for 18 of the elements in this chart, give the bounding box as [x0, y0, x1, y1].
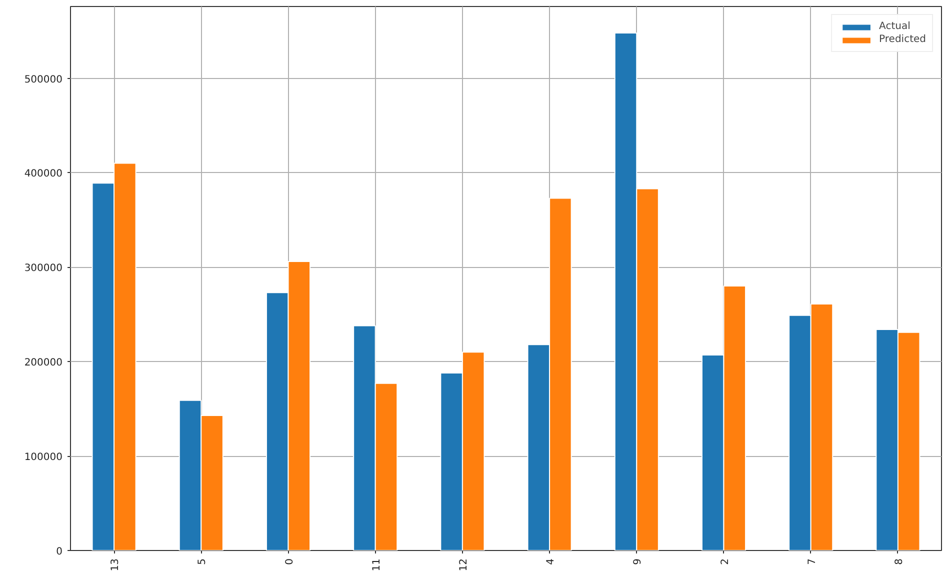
- y-tick-label: 400000: [24, 168, 63, 180]
- x-tick-label: 4: [546, 558, 557, 565]
- x-tick-label: 7: [806, 558, 818, 565]
- y-tick-label: 500000: [24, 74, 63, 86]
- y-tick-label: 0: [56, 546, 63, 558]
- y-tick-label: 300000: [24, 263, 63, 274]
- x-tick-label: 8: [894, 558, 905, 565]
- y-tick-label: 100000: [24, 452, 63, 464]
- x-tick-label: 9: [632, 558, 644, 565]
- x-tick-label: 5: [197, 558, 208, 565]
- x-tick-label: 0: [284, 558, 296, 565]
- x-tick-label: 13: [110, 558, 122, 572]
- x-tick-label: 2: [720, 558, 731, 565]
- x-tick-label: 12: [458, 558, 470, 572]
- legend-label: Actual: [879, 21, 910, 32]
- y-tick-label: 200000: [24, 358, 63, 369]
- x-tick-label: 11: [371, 558, 382, 572]
- legend-label: Predicted: [879, 34, 926, 45]
